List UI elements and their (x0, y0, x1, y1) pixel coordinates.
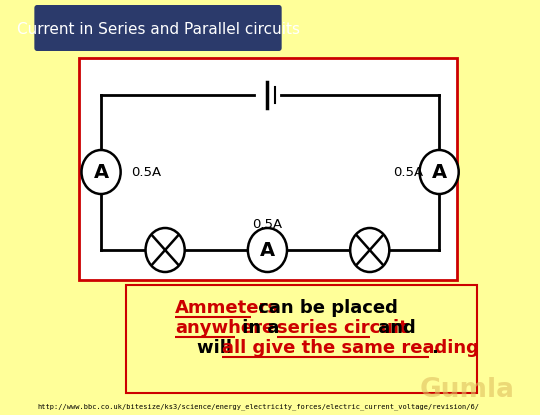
Circle shape (82, 150, 120, 194)
Text: Ammeters: Ammeters (175, 299, 279, 317)
Text: series circuit: series circuit (277, 319, 408, 337)
FancyBboxPatch shape (35, 5, 282, 51)
Circle shape (146, 228, 185, 272)
Text: 0.5A: 0.5A (393, 166, 423, 178)
Text: A: A (431, 163, 447, 181)
Text: all give the same reading: all give the same reading (222, 339, 479, 357)
Text: 0.5A: 0.5A (252, 217, 282, 230)
Text: and: and (372, 319, 415, 337)
Text: Gumla: Gumla (420, 377, 515, 403)
Text: A: A (93, 163, 109, 181)
Text: Current in Series and Parallel circuits: Current in Series and Parallel circuits (17, 22, 300, 37)
Text: .: . (431, 339, 438, 357)
Text: will: will (197, 339, 238, 357)
Circle shape (420, 150, 458, 194)
Text: in a: in a (237, 319, 286, 337)
FancyBboxPatch shape (126, 285, 477, 393)
Text: anywhere: anywhere (175, 319, 274, 337)
Circle shape (350, 228, 389, 272)
Circle shape (248, 228, 287, 272)
Text: A: A (260, 241, 275, 259)
Text: 0.5A: 0.5A (131, 166, 161, 178)
FancyBboxPatch shape (79, 58, 457, 280)
Text: can be placed: can be placed (252, 299, 398, 317)
Text: http://www.bbc.co.uk/bitesize/ks3/science/energy_electricity_forces/electric_cur: http://www.bbc.co.uk/bitesize/ks3/scienc… (37, 404, 479, 410)
